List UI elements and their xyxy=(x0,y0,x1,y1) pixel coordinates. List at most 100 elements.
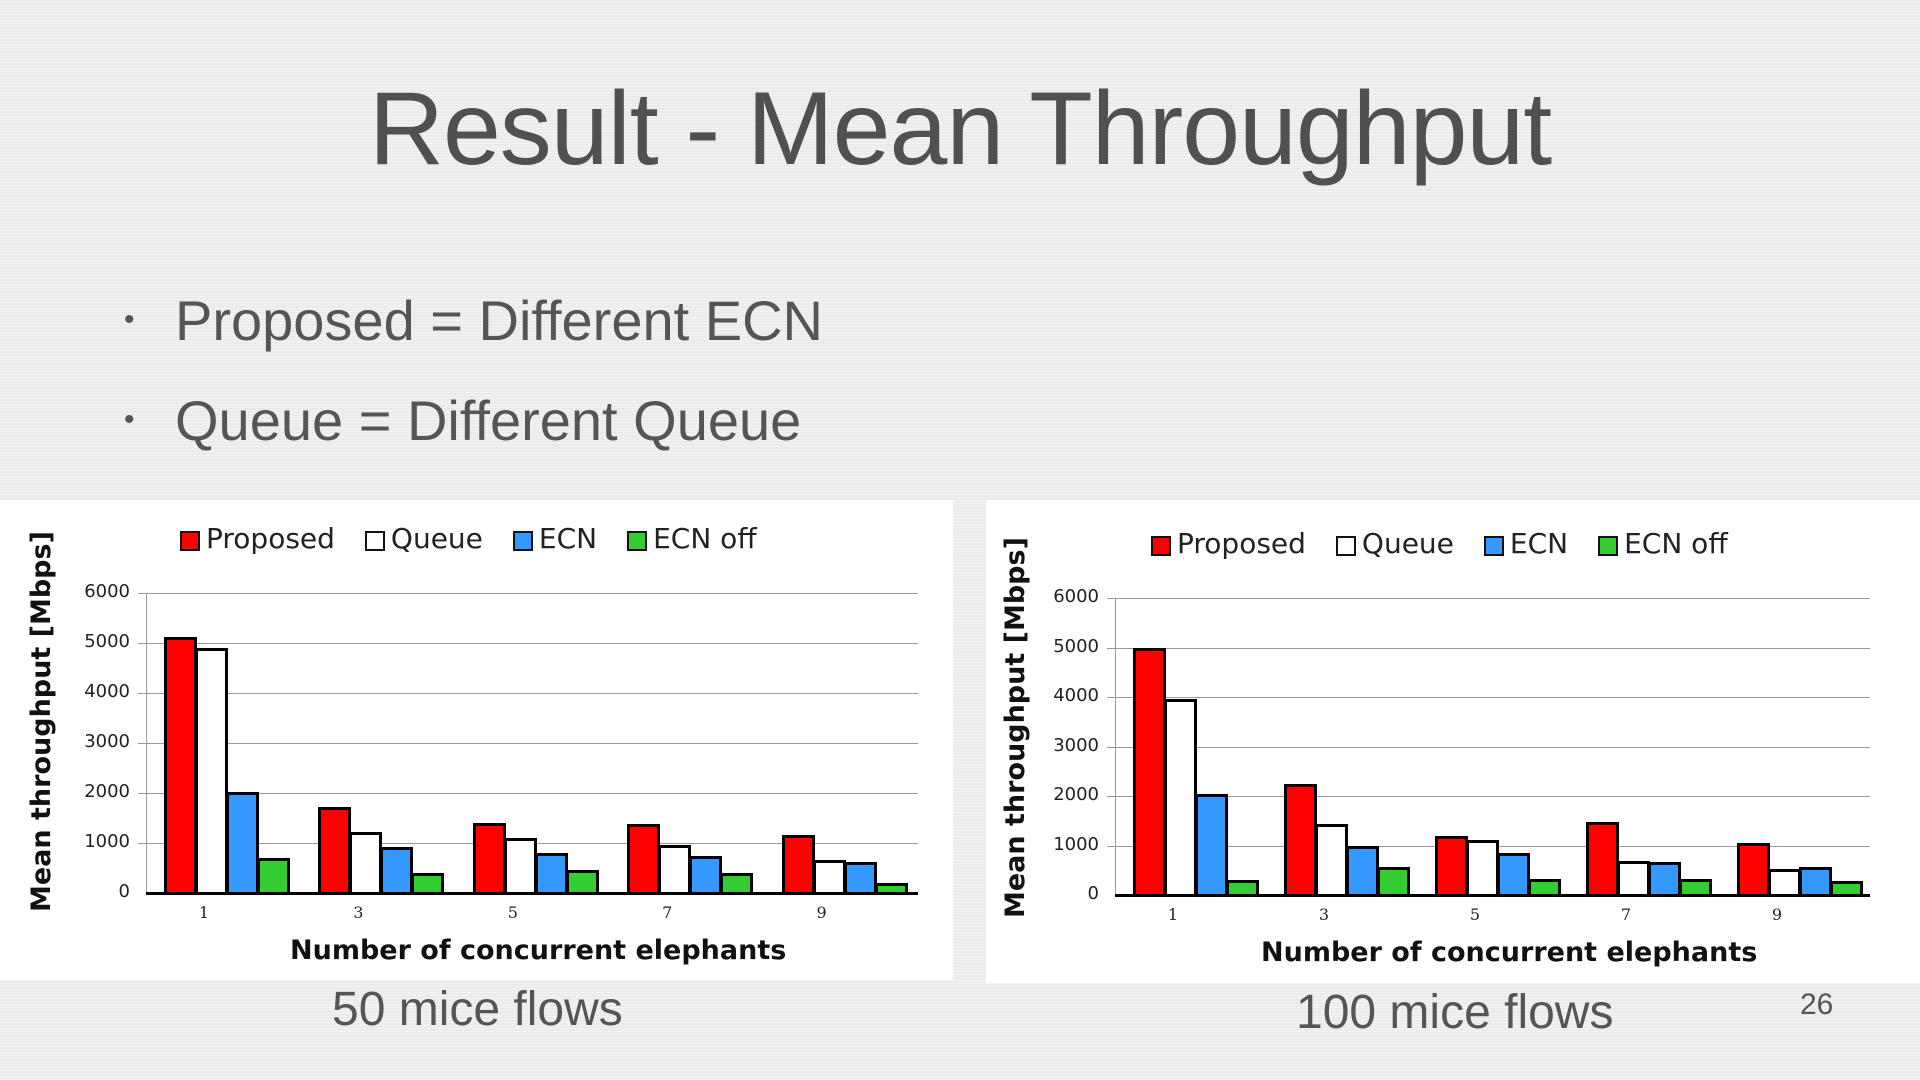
legend-item: Queue xyxy=(364,522,483,555)
y-tick-label: 0 xyxy=(118,881,130,902)
bar-proposed xyxy=(318,807,352,893)
bar-queue xyxy=(349,832,383,893)
x-tick-label: 5 xyxy=(507,903,518,922)
chart-panel-100-mice: Proposed Queue ECN ECN off Mean throughput [… xyxy=(986,500,1920,983)
legend-label: Proposed xyxy=(206,522,335,555)
bar-queue xyxy=(812,859,846,893)
page-number: 26 xyxy=(1800,988,1834,1021)
legend-item: ECN xyxy=(512,522,598,555)
bar-proposed xyxy=(164,636,197,893)
chart-caption-right: 100 mice flows xyxy=(1296,986,1614,1039)
y-tick-label: 1000 xyxy=(1053,833,1099,855)
gridline xyxy=(1107,796,1870,797)
legend-label: ECN off xyxy=(653,522,757,555)
legend-label: ECN xyxy=(1509,527,1569,560)
gridline xyxy=(138,743,918,744)
bar-proposed xyxy=(781,834,815,893)
chart-caption-left: 50 mice flows xyxy=(332,983,623,1036)
bar-ecn-off xyxy=(720,873,754,893)
bar-proposed xyxy=(1435,836,1468,895)
bar-proposed xyxy=(1586,822,1619,895)
y-tick-label: 5000 xyxy=(84,631,130,652)
x-tick-label: 1 xyxy=(1167,905,1179,924)
x-tick-label: 3 xyxy=(1318,905,1330,924)
legend-swatch-icon xyxy=(1483,535,1504,556)
gridline xyxy=(1107,598,1870,599)
gridline xyxy=(138,793,918,794)
x-tick-label: 7 xyxy=(662,903,673,922)
bar-ecn-off xyxy=(1830,880,1863,895)
x-axis-line xyxy=(146,892,918,895)
gridline xyxy=(1107,746,1870,748)
x-axis-label: Number of concurrent elephants xyxy=(1261,937,1758,968)
bar-queue xyxy=(503,837,537,893)
bar-queue xyxy=(1164,699,1197,895)
plot-area: 0 1000 2000 3000 4000 5000 6000 1 3 5 7 9 xyxy=(84,581,918,922)
chart-legend: Proposed Queue ECN ECN off xyxy=(180,522,787,555)
bullet-list: • Proposed = Different ECN • Queue = Dif… xyxy=(120,270,823,470)
legend-label: Proposed xyxy=(1177,527,1306,560)
bar-ecn-off xyxy=(1679,879,1712,895)
y-tick-label: 6000 xyxy=(1053,586,1099,607)
y-axis-label: Mean throughput [Mbps] xyxy=(26,531,57,912)
bar-ecn xyxy=(1195,793,1228,895)
x-axis-line xyxy=(1115,894,1870,897)
legend-label: Queue xyxy=(1361,527,1454,560)
bullet-item: • Proposed = Different ECN xyxy=(120,270,823,370)
legend-label: ECN off xyxy=(1624,527,1728,560)
y-tick-label: 3000 xyxy=(84,731,130,752)
x-tick-label: 9 xyxy=(1771,905,1783,924)
bullet-dot-icon: • xyxy=(124,403,135,436)
legend-swatch-icon xyxy=(512,530,533,551)
legend-swatch-icon xyxy=(364,530,385,551)
bar-ecn-off xyxy=(411,872,445,893)
bullet-item: • Queue = Different Queue xyxy=(120,370,823,470)
legend-swatch-icon xyxy=(180,530,200,551)
y-tick-label: 6000 xyxy=(84,581,130,602)
bar-ecn xyxy=(689,855,723,893)
gridline xyxy=(1107,697,1870,698)
bar-ecn xyxy=(1346,846,1379,895)
y-tick-label: 1000 xyxy=(84,831,130,852)
bar-proposed xyxy=(1284,783,1317,895)
y-tick-label: 0 xyxy=(1087,883,1099,904)
bar-ecn-off xyxy=(874,883,908,893)
bar-queue xyxy=(1466,840,1499,895)
y-tick-label: 2000 xyxy=(1053,784,1099,805)
y-tick-label: 3000 xyxy=(1053,734,1099,756)
x-tick-label: 1 xyxy=(198,903,210,922)
bar-proposed xyxy=(627,823,661,893)
y-tick-label: 5000 xyxy=(1053,635,1099,657)
legend-item: Proposed xyxy=(1151,527,1306,560)
bar-proposed xyxy=(1737,842,1770,895)
y-axis-label: Mean throughput [Mbps] xyxy=(1000,537,1031,918)
bar-ecn xyxy=(1497,852,1530,895)
gridline xyxy=(138,643,918,644)
legend-swatch-icon xyxy=(1598,535,1619,556)
x-axis-label: Number of concurrent elephants xyxy=(290,935,787,966)
gridline xyxy=(138,693,918,694)
legend-label: Queue xyxy=(390,522,483,555)
legend-item: Queue xyxy=(1335,527,1454,560)
bullet-dot-icon: • xyxy=(124,303,135,336)
legend-label: ECN xyxy=(538,522,598,555)
bullet-text: Queue = Different Queue xyxy=(175,388,802,452)
bar-queue xyxy=(195,648,228,893)
legend-swatch-icon xyxy=(1335,535,1356,556)
chart-panel-50-mice: Proposed Queue ECN ECN off Mean throughput [… xyxy=(0,500,953,980)
bullet-text: Proposed = Different ECN xyxy=(175,288,823,352)
legend-item: Proposed xyxy=(180,522,335,555)
bar-ecn-off xyxy=(1226,880,1259,895)
gridline xyxy=(138,593,918,594)
bar-queue xyxy=(658,844,692,893)
bar-queue xyxy=(1617,861,1650,895)
bar-queue xyxy=(1315,823,1348,895)
x-tick-label: 9 xyxy=(816,903,827,922)
gridline xyxy=(1107,647,1870,649)
legend-swatch-icon xyxy=(1151,535,1171,556)
x-tick-label: 3 xyxy=(353,903,364,922)
bar-ecn xyxy=(534,853,568,893)
legend-item: ECN off xyxy=(627,522,757,555)
y-tick-label: 4000 xyxy=(84,681,130,702)
plot-area: 0 1000 2000 3000 4000 5000 6000 1 3 5 7 9 xyxy=(1053,586,1870,924)
